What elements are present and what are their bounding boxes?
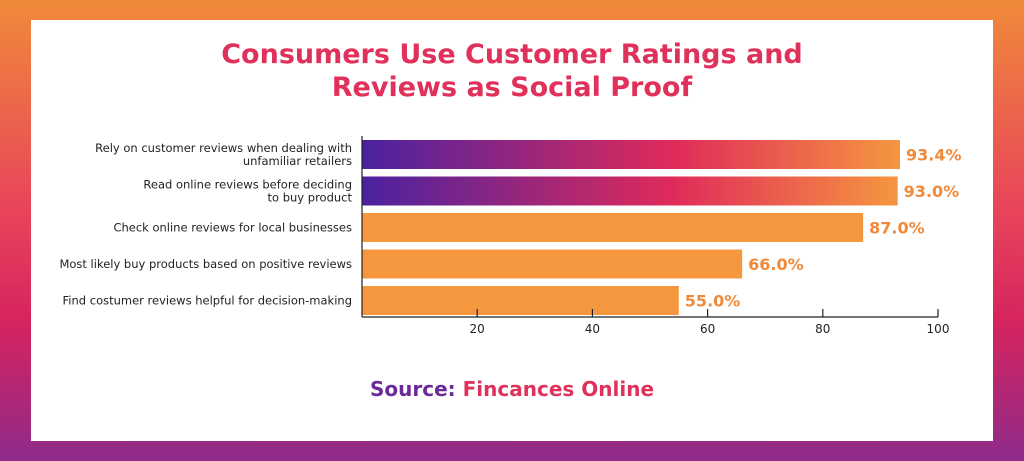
bar-2 [362, 176, 898, 206]
category-label-2: Read online reviews before deciding to bu… [143, 178, 352, 205]
category-label-1: Rely on customer reviews when dealing wi… [95, 141, 352, 168]
x-tick-label-4: 80 [815, 322, 830, 336]
category-label-3: Check online reviews for local businesse… [113, 221, 352, 235]
chart-title: Consumers Use Customer Ratings and Revie… [31, 38, 993, 104]
chart-card: Consumers Use Customer Ratings and Revie… [31, 20, 993, 441]
value-label-1: 93.4% [906, 146, 962, 165]
bar-3 [362, 213, 864, 242]
value-label-5: 55.0% [685, 292, 741, 311]
bar-4 [362, 249, 743, 279]
bar-chart: 93.4% Rely on customer reviews when deali… [59, 136, 962, 336]
value-label-3: 87.0% [869, 219, 925, 238]
category-label-5: Find costumer reviews helpful for decisi… [63, 294, 352, 308]
x-tick-label-3: 60 [700, 322, 715, 336]
value-label-4: 66.0% [748, 255, 804, 274]
x-tick-label-1: 20 [470, 322, 485, 336]
source-label: Source: [369, 377, 456, 401]
x-tick-label-2: 40 [585, 322, 600, 336]
category-label-4: Most likely buy products based on positi… [59, 257, 352, 271]
x-tick-label-5: 100 [927, 322, 950, 336]
value-label-2: 93.0% [904, 182, 960, 201]
bar-1 [362, 140, 900, 169]
chart-title-line-2: Reviews as Social Proof [331, 72, 693, 103]
bar-5 [362, 286, 679, 315]
source-value: Fincances Online [462, 377, 655, 401]
chart-title-line-1: Consumers Use Customer Ratings and [221, 39, 803, 70]
source-line: Source: Fincances Online [31, 377, 993, 401]
